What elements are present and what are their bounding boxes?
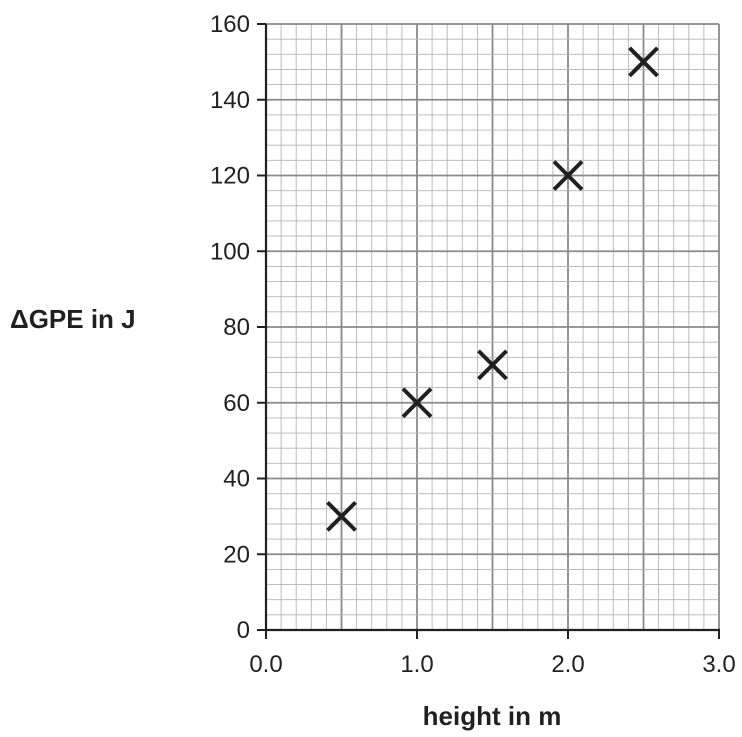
data-point-cross <box>326 500 357 532</box>
axes <box>257 23 720 639</box>
cross-stroke <box>401 387 433 419</box>
x-tick-label: 1.0 <box>400 651 433 678</box>
y-tick-label: 40 <box>223 466 250 493</box>
data-point-cross <box>477 349 508 381</box>
x-tick-label: 2.0 <box>551 651 584 678</box>
y-tick-label: 20 <box>223 541 250 568</box>
y-tick-label: 160 <box>210 11 250 38</box>
y-tick-label: 100 <box>210 238 250 265</box>
y-tick-label: 140 <box>210 87 250 114</box>
y-tick-label: 80 <box>223 314 250 341</box>
y-tick-label: 60 <box>223 390 250 417</box>
x-tick-label: 3.0 <box>702 651 735 678</box>
y-axis-title: ΔGPE in J <box>10 304 136 334</box>
x-axis-title: height in m <box>423 701 562 731</box>
data-point-cross <box>401 387 433 419</box>
cross-stroke <box>477 349 508 381</box>
data-points <box>326 46 659 532</box>
x-tick-label: 0.0 <box>249 651 282 678</box>
cross-stroke <box>552 160 584 191</box>
data-point-cross <box>552 160 584 191</box>
y-tick-label: 120 <box>210 163 250 190</box>
data-point-cross <box>628 46 659 78</box>
cross-stroke <box>326 500 357 532</box>
tick-labels: 0 20 40 60 80 100 120 140 160 0.0 1.0 2.0 3.0 <box>210 11 736 678</box>
grid <box>265 23 720 631</box>
cross-stroke <box>628 46 659 78</box>
y-tick-label: 0 <box>237 617 250 644</box>
